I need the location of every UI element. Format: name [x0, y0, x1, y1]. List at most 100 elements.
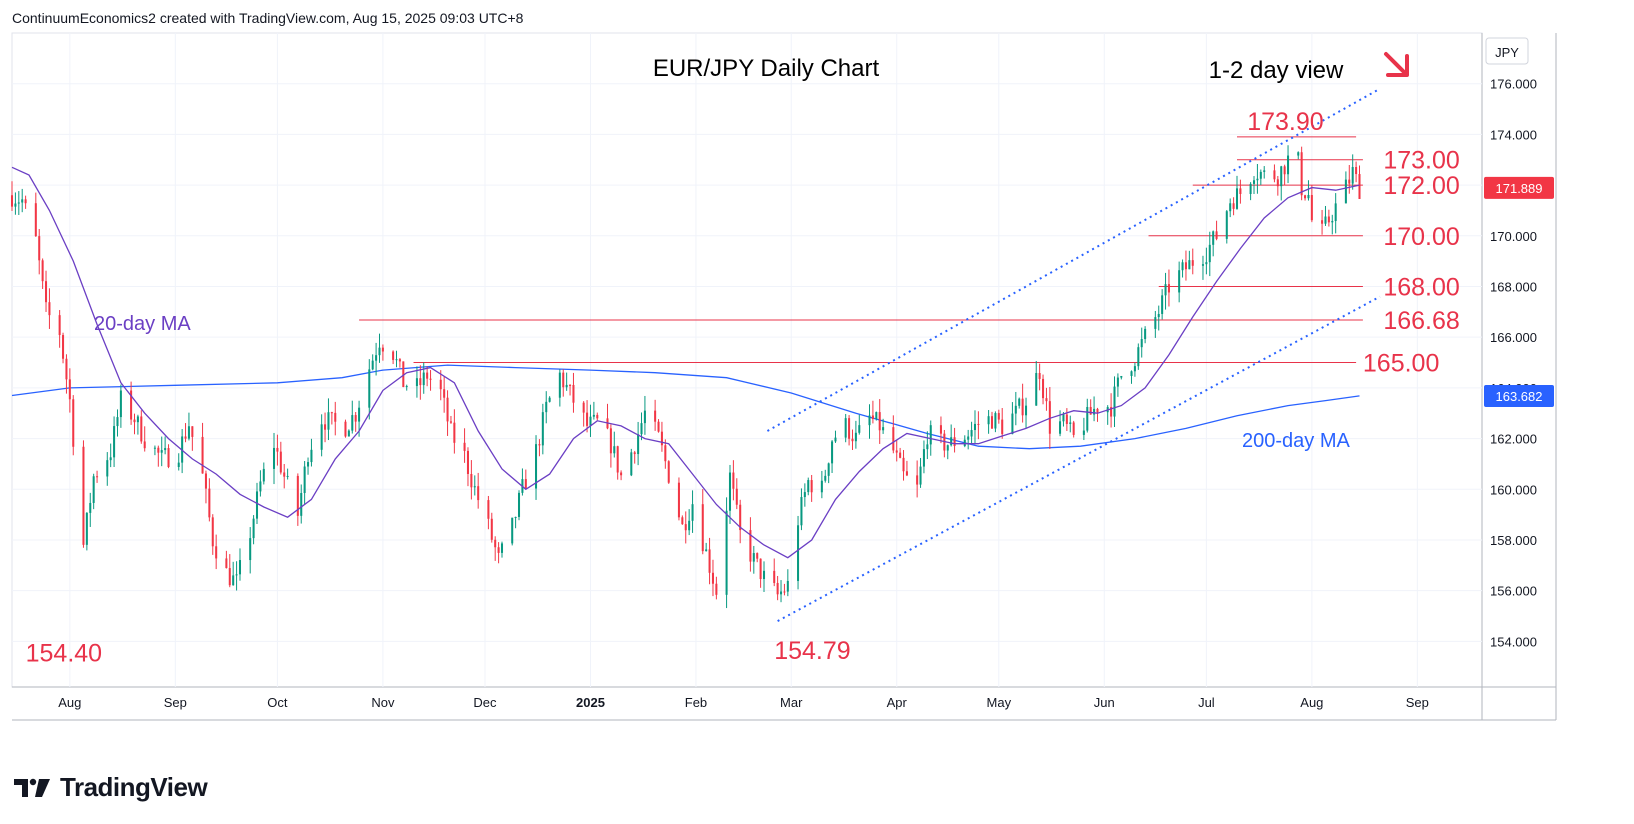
candle-body: [463, 442, 466, 451]
candle-body: [296, 475, 299, 516]
candle-body: [279, 451, 282, 473]
candle-body: [609, 428, 612, 454]
candle: [1130, 370, 1133, 384]
candle: [1297, 151, 1300, 160]
candle: [524, 469, 527, 489]
candle-body: [1327, 216, 1330, 223]
candle: [895, 440, 898, 462]
candle-body: [310, 449, 313, 463]
time-tick-label: May: [987, 695, 1012, 710]
candle: [1239, 179, 1242, 204]
candle-body: [688, 520, 691, 531]
candle: [1113, 376, 1116, 427]
candle-body: [875, 412, 878, 420]
candle-body: [977, 423, 980, 425]
candle: [919, 457, 922, 488]
candle: [1045, 387, 1048, 411]
candle: [130, 381, 133, 425]
candle: [1188, 250, 1191, 270]
candle-body: [1011, 413, 1014, 435]
candle: [1093, 396, 1096, 422]
candle-body: [848, 418, 851, 439]
candle-body: [517, 492, 521, 517]
candle-body: [1304, 195, 1307, 199]
low-label: 154.40: [26, 640, 102, 668]
candle-body: [1018, 398, 1021, 406]
candle-body: [201, 436, 204, 474]
candles-layer: [10, 145, 1361, 609]
candle: [249, 527, 252, 574]
candle-body: [334, 412, 337, 422]
candle: [807, 477, 810, 496]
time-axis[interactable]: Aug Sep Oct Nov Dec 2025 Feb Mar Apr May Jun Jul Aug…: [58, 695, 1429, 710]
candle: [187, 412, 190, 441]
currency-button[interactable]: [1485, 37, 1529, 65]
candle-body: [1086, 406, 1089, 431]
candle: [616, 445, 619, 480]
candle: [422, 362, 425, 394]
candle-body: [967, 436, 970, 440]
price-axis[interactable]: 176.000174.000172.000170.000168.000166.0…: [1490, 77, 1537, 650]
candle-body: [681, 517, 684, 525]
candle-body: [620, 472, 623, 476]
candle-body: [1208, 244, 1211, 263]
candle: [834, 430, 837, 443]
candle: [701, 489, 704, 555]
candle: [858, 414, 861, 435]
candle-body: [228, 568, 231, 586]
candle-body: [902, 457, 905, 472]
chart-subtitle: 1-2 day view: [1209, 57, 1344, 84]
candle-body: [1355, 167, 1358, 175]
candle: [1205, 247, 1208, 275]
candle: [62, 332, 65, 364]
time-tick-label: Dec: [473, 695, 497, 710]
candle-body: [950, 437, 953, 446]
tradingview-logo[interactable]: TradingView: [12, 772, 208, 803]
candle: [759, 558, 762, 588]
candle-body: [62, 335, 65, 359]
candle: [235, 561, 238, 591]
candle: [1069, 415, 1072, 433]
candle-body: [1065, 414, 1068, 424]
candle: [204, 470, 207, 504]
candle-body: [939, 425, 942, 434]
candle: [1348, 164, 1351, 194]
candle: [136, 414, 139, 435]
candle-body: [443, 389, 446, 398]
candle: [749, 517, 752, 572]
candle-body: [562, 372, 565, 388]
candle: [592, 401, 595, 420]
candle: [783, 583, 786, 596]
candle: [803, 483, 806, 507]
candle-body: [262, 468, 265, 482]
candle-body: [851, 438, 854, 442]
candle: [831, 440, 834, 474]
candle-body: [473, 486, 476, 488]
candle-body: [919, 466, 922, 485]
candle-body: [691, 504, 694, 521]
chart-attribution: ContinuumEconomics2 created with Trading…: [12, 10, 524, 26]
candle: [262, 462, 265, 485]
candle-body: [439, 379, 442, 390]
candle: [688, 509, 691, 536]
candle-body: [633, 452, 636, 455]
candle: [38, 229, 41, 275]
candle-body: [1110, 407, 1113, 417]
candle-body: [667, 461, 670, 483]
candle: [1331, 214, 1334, 235]
time-tick-label: Jul: [1198, 695, 1215, 710]
time-tick-label: Apr: [887, 695, 908, 710]
candle: [463, 428, 466, 463]
candle-body: [752, 553, 755, 562]
candle-body: [45, 281, 48, 303]
candle: [446, 390, 449, 436]
candle: [1038, 363, 1041, 391]
candle: [208, 478, 211, 522]
price-tick-label: 176.000: [1490, 77, 1537, 92]
candle: [1164, 272, 1167, 310]
time-tick-label: Sep: [1406, 695, 1429, 710]
level-label: 170.00: [1383, 223, 1459, 251]
candle: [368, 359, 371, 420]
candle-body: [1120, 375, 1123, 378]
